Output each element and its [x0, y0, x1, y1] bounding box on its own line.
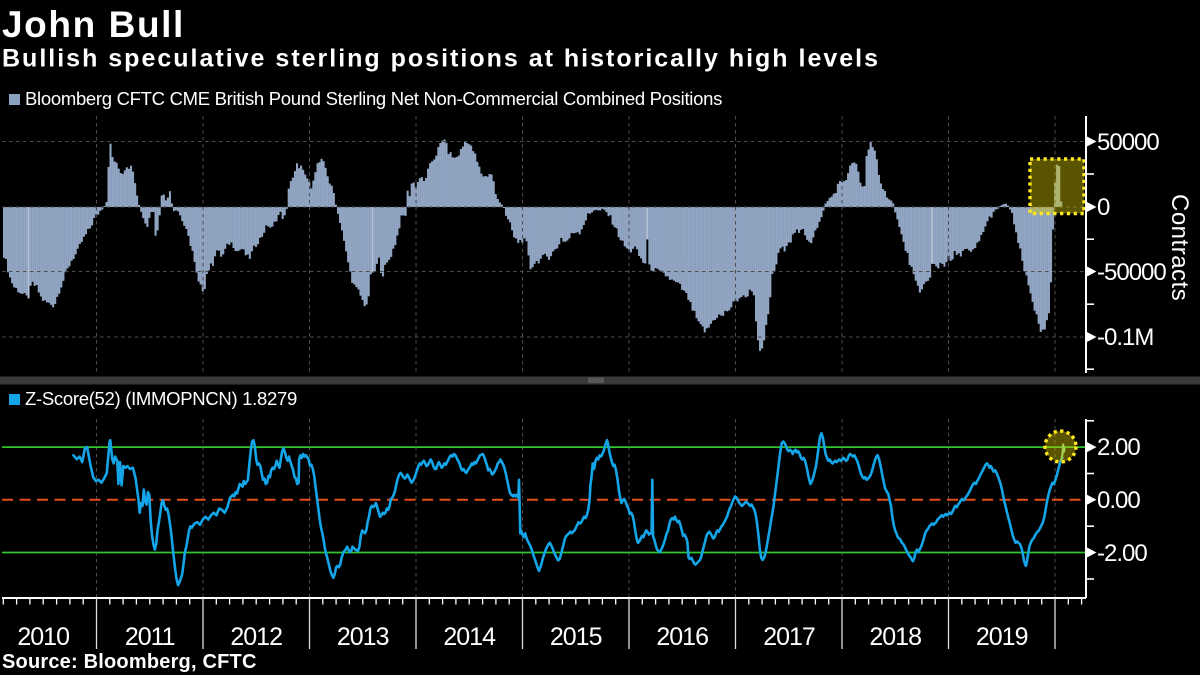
svg-text:2012: 2012	[230, 623, 282, 651]
svg-text:Contracts: Contracts	[1166, 194, 1193, 301]
svg-text:2014: 2014	[443, 623, 496, 651]
svg-text:2018: 2018	[869, 623, 921, 651]
svg-text:Source: Bloomberg, CFTC: Source: Bloomberg, CFTC	[2, 651, 257, 673]
svg-text:2015: 2015	[550, 623, 602, 651]
svg-text:0: 0	[1097, 194, 1110, 221]
svg-text:0.00: 0.00	[1097, 487, 1140, 514]
svg-text:2.00: 2.00	[1097, 434, 1140, 461]
svg-text:-0.1M: -0.1M	[1097, 324, 1153, 351]
svg-text:-2.00: -2.00	[1097, 540, 1147, 567]
svg-text:2010: 2010	[17, 623, 69, 651]
svg-text:Bloomberg CFTC CME British Pou: Bloomberg CFTC CME British Pound Sterlin…	[25, 88, 722, 109]
svg-text:2013: 2013	[337, 623, 389, 651]
svg-text:John Bull: John Bull	[2, 4, 185, 45]
svg-text:2017: 2017	[763, 623, 815, 651]
svg-text:2011: 2011	[125, 623, 175, 651]
svg-text:50000: 50000	[1097, 129, 1159, 156]
svg-text:Bullish speculative sterling p: Bullish speculative sterling positions a…	[2, 45, 880, 73]
svg-text:2019: 2019	[976, 623, 1028, 651]
svg-text:-50000: -50000	[1097, 259, 1166, 286]
svg-text:Z-Score(52) (IMMOPNCN) 1.8279: Z-Score(52) (IMMOPNCN) 1.8279	[25, 388, 297, 409]
svg-text:2016: 2016	[656, 623, 708, 651]
